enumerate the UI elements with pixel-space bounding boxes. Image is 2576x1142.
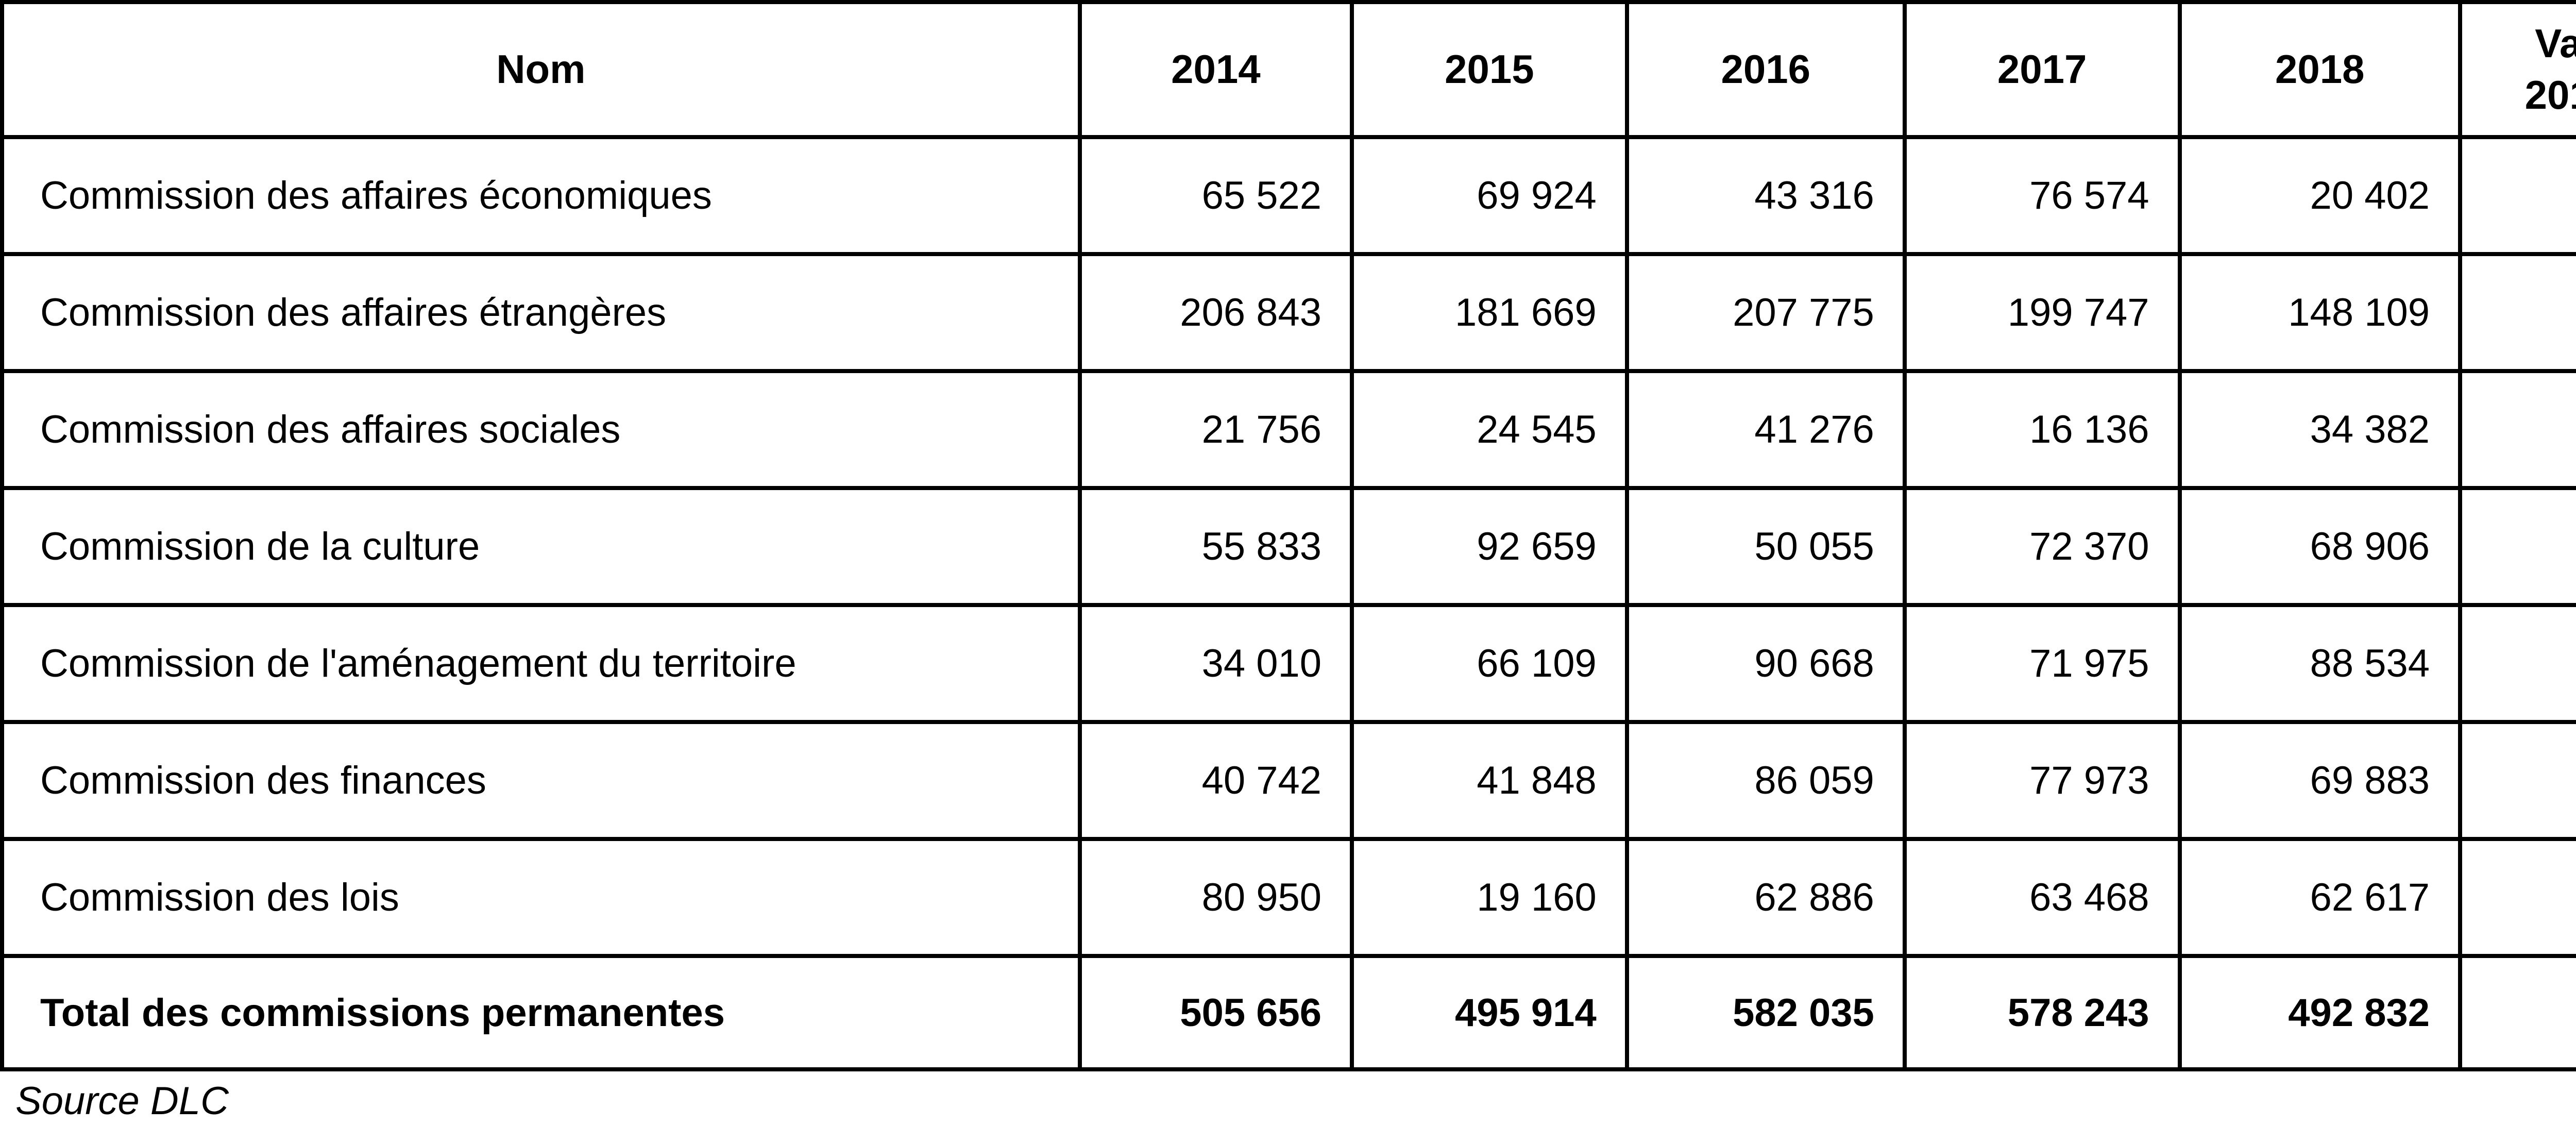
total-value-cell: 492 832 bbox=[2177, 954, 2463, 1071]
row-name-cell: Commission de la culture bbox=[0, 486, 1082, 607]
value-cell: 69 924 bbox=[1350, 135, 1629, 256]
table-row: Commission des lois 80 950 19 160 62 886… bbox=[0, 837, 2576, 958]
column-header-2018: 2018 bbox=[2177, 0, 2463, 139]
value-cell: 66 109 bbox=[1350, 603, 1629, 724]
variation-cell: -25,85% bbox=[2458, 252, 2576, 373]
value-cell: 207 775 bbox=[1624, 252, 1907, 373]
row-name-cell: Commission des finances bbox=[0, 720, 1082, 841]
value-cell: 34 010 bbox=[1077, 603, 1354, 724]
row-name-cell: Commission de l'aménagement du territoir… bbox=[0, 603, 1082, 724]
table-row: Commission de l'aménagement du territoir… bbox=[0, 603, 2576, 724]
row-name-cell: Commission des lois bbox=[0, 837, 1082, 958]
table-row: Commission de la culture 55 833 92 659 5… bbox=[0, 486, 2576, 607]
value-cell: 19 160 bbox=[1350, 837, 1629, 958]
column-header-variation: Variation 2018/2017 bbox=[2458, 0, 2576, 139]
value-cell: 34 382 bbox=[2177, 369, 2463, 490]
column-header-2014: 2014 bbox=[1077, 0, 1354, 139]
value-cell: 24 545 bbox=[1350, 369, 1629, 490]
value-cell: 65 522 bbox=[1077, 135, 1354, 256]
variation-cell: 113,07% bbox=[2458, 369, 2576, 490]
value-cell: 206 843 bbox=[1077, 252, 1354, 373]
value-cell: 77 973 bbox=[1902, 720, 2182, 841]
value-cell: 148 109 bbox=[2177, 252, 2463, 373]
value-cell: 72 370 bbox=[1902, 486, 2182, 607]
value-cell: 199 747 bbox=[1902, 252, 2182, 373]
total-name-cell: Total des commissions permanentes bbox=[0, 954, 1082, 1071]
column-header-2017: 2017 bbox=[1902, 0, 2182, 139]
source-note: Source DLC bbox=[15, 1079, 229, 1123]
row-name-cell: Commission des affaires étrangères bbox=[0, 252, 1082, 373]
variation-cell: -73,36% bbox=[2458, 135, 2576, 256]
header-row: Nom 2014 2015 2016 2017 2018 Variation 2… bbox=[0, 0, 2576, 139]
commissions-table: Nom 2014 2015 2016 2017 2018 Variation 2… bbox=[0, 0, 2576, 1071]
variation-cell: -1,34% bbox=[2458, 837, 2576, 958]
table-row: Commission des affaires sociales 21 756 … bbox=[0, 369, 2576, 490]
value-cell: 20 402 bbox=[2177, 135, 2463, 256]
total-value-cell: 578 243 bbox=[1902, 954, 2182, 1071]
row-name-cell: Commission des affaires économiques bbox=[0, 135, 1082, 256]
value-cell: 181 669 bbox=[1350, 252, 1629, 373]
value-cell: 40 742 bbox=[1077, 720, 1354, 841]
value-cell: 76 574 bbox=[1902, 135, 2182, 256]
column-header-2016: 2016 bbox=[1624, 0, 1907, 139]
value-cell: 21 756 bbox=[1077, 369, 1354, 490]
value-cell: 88 534 bbox=[2177, 603, 2463, 724]
value-cell: 62 617 bbox=[2177, 837, 2463, 958]
total-variation-cell: -14,77% bbox=[2458, 954, 2576, 1071]
value-cell: 71 975 bbox=[1902, 603, 2182, 724]
table-row: Commission des affaires étrangères 206 8… bbox=[0, 252, 2576, 373]
variation-cell: -10,38% bbox=[2458, 720, 2576, 841]
value-cell: 92 659 bbox=[1350, 486, 1629, 607]
value-cell: 50 055 bbox=[1624, 486, 1907, 607]
table-row: Commission des finances 40 742 41 848 86… bbox=[0, 720, 2576, 841]
value-cell: 86 059 bbox=[1624, 720, 1907, 841]
value-cell: 80 950 bbox=[1077, 837, 1354, 958]
value-cell: 55 833 bbox=[1077, 486, 1354, 607]
value-cell: 62 886 bbox=[1624, 837, 1907, 958]
total-value-cell: 505 656 bbox=[1077, 954, 1354, 1071]
row-name-cell: Commission des affaires sociales bbox=[0, 369, 1082, 490]
column-header-nom: Nom bbox=[0, 0, 1082, 139]
variation-cell: -4,79% bbox=[2458, 486, 2576, 607]
variation-cell: 23,01% bbox=[2458, 603, 2576, 724]
total-value-cell: 582 035 bbox=[1624, 954, 1907, 1071]
total-row: Total des commissions permanentes 505 65… bbox=[0, 954, 2576, 1071]
value-cell: 63 468 bbox=[1902, 837, 2182, 958]
table-row: Commission des affaires économiques 65 5… bbox=[0, 135, 2576, 256]
value-cell: 68 906 bbox=[2177, 486, 2463, 607]
value-cell: 41 848 bbox=[1350, 720, 1629, 841]
value-cell: 41 276 bbox=[1624, 369, 1907, 490]
value-cell: 90 668 bbox=[1624, 603, 1907, 724]
value-cell: 69 883 bbox=[2177, 720, 2463, 841]
total-value-cell: 495 914 bbox=[1350, 954, 1629, 1071]
value-cell: 43 316 bbox=[1624, 135, 1907, 256]
value-cell: 16 136 bbox=[1902, 369, 2182, 490]
column-header-2015: 2015 bbox=[1350, 0, 1629, 139]
